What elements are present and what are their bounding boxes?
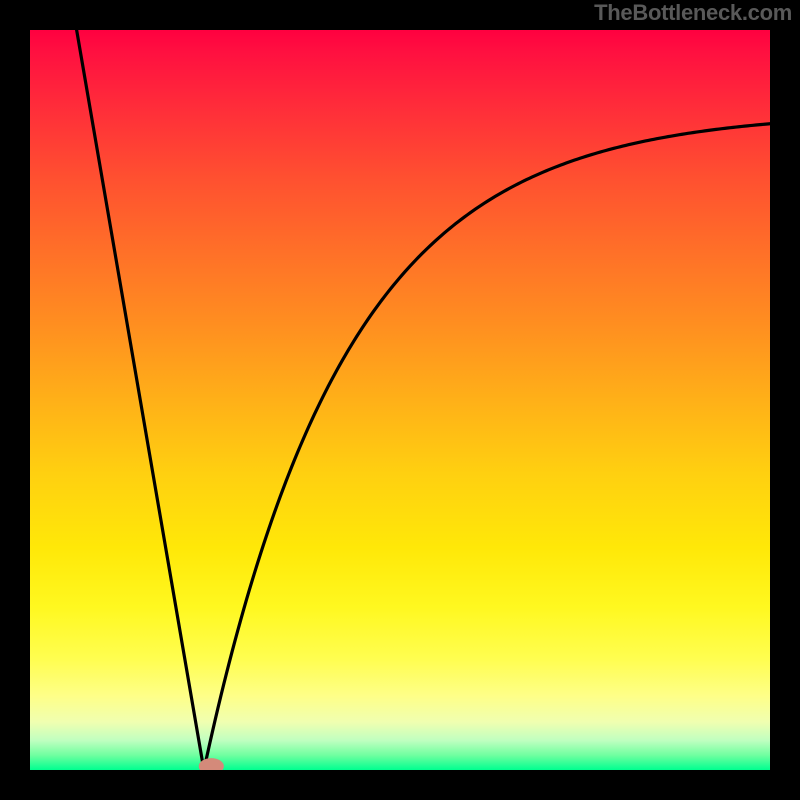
watermark-text: TheBottleneck.com (594, 0, 792, 26)
chart-container: TheBottleneck.com (0, 0, 800, 800)
bottleneck-chart (0, 0, 800, 800)
optimum-marker (199, 758, 224, 774)
